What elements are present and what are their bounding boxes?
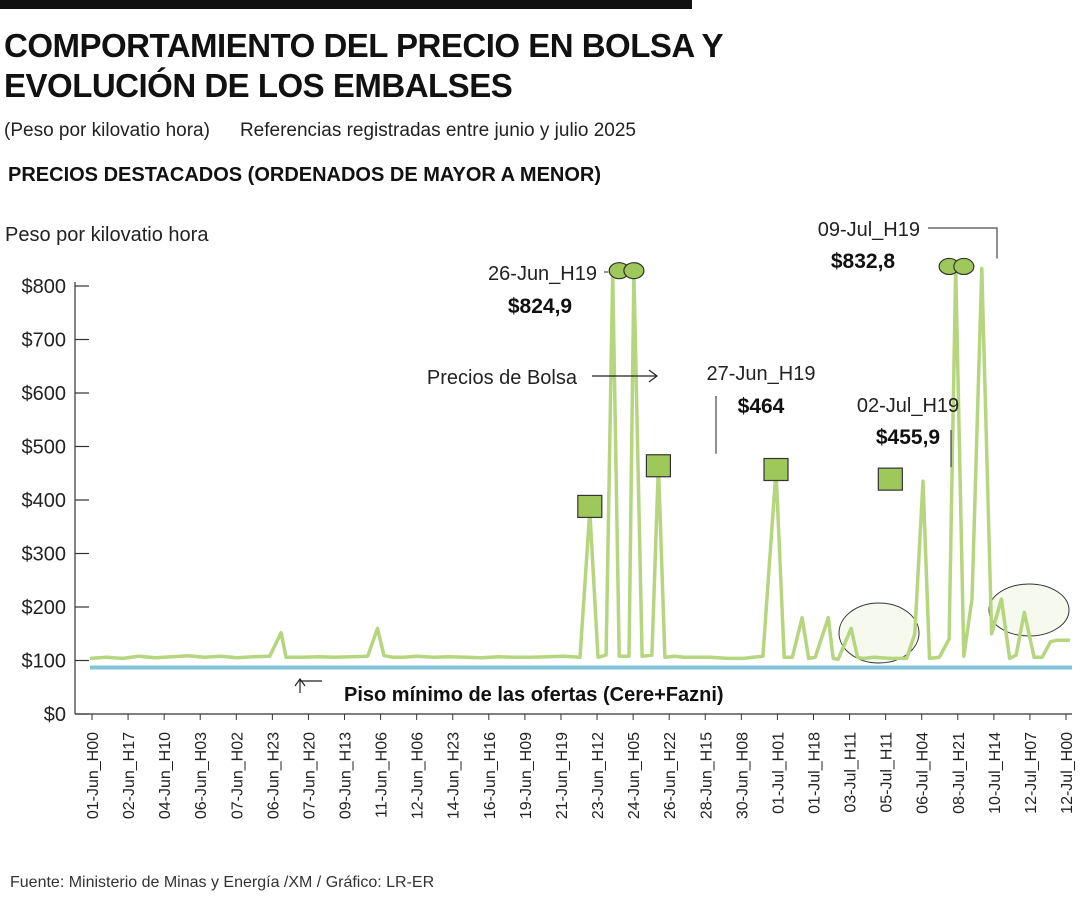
- price-square-marker: [645, 454, 672, 478]
- chart-title: COMPORTAMIENTO DEL PRECIO EN BOLSA Y EVO…: [4, 27, 723, 104]
- y-tick-label: $300: [22, 544, 67, 566]
- annotation-date: 27-Jun_H19: [707, 363, 816, 385]
- x-tick-label: 16-Jun_H16: [482, 732, 499, 819]
- x-tick-label: 26-Jun_H22: [662, 732, 679, 819]
- x-tick-label: 10-Jul_H14: [987, 732, 1004, 814]
- y-axis-label: Peso por kilovatio hora: [5, 224, 209, 246]
- x-tick-label: 03-Jul_H11: [843, 732, 860, 813]
- x-tick-label: 23-Jun_H12: [590, 732, 607, 819]
- top-rule: [0, 0, 692, 9]
- annotation-date: 09-Jul_H19: [818, 219, 920, 241]
- price-square-marker: [763, 457, 789, 482]
- annotation-value: $455,9: [876, 426, 940, 449]
- y-tick-label: $500: [22, 437, 67, 459]
- price-square-marker: [577, 494, 603, 519]
- y-tick-label: $100: [22, 651, 67, 673]
- price-series-line: [89, 266, 1070, 662]
- x-tick-label: 06-Jun_H23: [265, 732, 282, 819]
- floor-label-arrow-head: [294, 677, 306, 687]
- y-tick-label: $700: [22, 330, 67, 352]
- x-tick-label: 05-Jul_H11: [879, 732, 896, 813]
- x-tick-label: 01-Jul_H18: [806, 732, 823, 814]
- section-heading: PRECIOS DESTACADOS (ORDENADOS DE MAYOR A…: [8, 164, 602, 186]
- series-label-arrow-head: [648, 369, 658, 383]
- peak-circle-marker: [953, 257, 975, 276]
- annotation-date: 02-Jul_H19: [857, 395, 959, 417]
- subtitle-reference: Referencias registradas entre junio y ju…: [239, 120, 636, 141]
- x-tick-label: 09-Jun_H13: [338, 732, 355, 819]
- annotation-value: $464: [738, 395, 785, 418]
- y-tick-label: $800: [22, 276, 67, 298]
- series-label: Precios de Bolsa: [427, 367, 578, 389]
- x-tick-label: 06-Jun_H03: [193, 732, 210, 819]
- y-tick-label: $0: [44, 704, 66, 726]
- subtitle: (Peso por kilovatio hora) Referencias reg…: [4, 120, 666, 142]
- x-tick-label: 07-Jun_H02: [229, 732, 246, 819]
- x-tick-label: 24-Jun_H05: [626, 732, 643, 819]
- x-tick-label: 30-Jun_H08: [734, 732, 751, 819]
- y-tick-label: $400: [22, 490, 67, 512]
- x-tick-label: 01-Jun_H00: [85, 732, 102, 819]
- x-tick-label: 11-Jun_H06: [374, 732, 391, 818]
- highlight-ellipse: [838, 602, 920, 664]
- y-tick-label: $200: [22, 597, 67, 619]
- x-tick-label: 21-Jun_H19: [554, 732, 571, 819]
- subtitle-unit: (Peso por kilovatio hora): [4, 120, 210, 141]
- x-tick-label: 07-Jun_H20: [301, 732, 318, 819]
- leader-line: [928, 227, 998, 259]
- floor-label: Piso mínimo de las ofertas (Cere+Fazni): [344, 684, 724, 706]
- x-tick-label: 08-Jul_H21: [951, 732, 968, 814]
- x-tick-label: 28-Jun_H15: [698, 732, 715, 819]
- source-note: Fuente: Ministerio de Minas y Energía /X…: [10, 874, 435, 891]
- x-tick-label: 12-Jul_H07: [1023, 732, 1040, 814]
- x-tick-label: 01-Jul_H01: [770, 732, 787, 814]
- y-tick-label: $600: [22, 383, 67, 405]
- x-tick-label: 04-Jun_H10: [157, 732, 174, 819]
- annotation-date: 26-Jun_H19: [488, 263, 597, 285]
- floor-label-arrow: [299, 680, 322, 693]
- x-tick-label: 19-Jun_H09: [518, 732, 535, 819]
- x-tick-label: 02-Jun_H17: [121, 732, 138, 819]
- x-tick-label: 06-Jul_H04: [915, 732, 932, 814]
- annotation-value: $824,9: [508, 295, 572, 318]
- x-tick-label: 14-Jun_H23: [446, 732, 463, 819]
- annotation-value: $832,8: [831, 250, 896, 273]
- price-square-marker: [877, 467, 903, 491]
- x-tick-label: 12-Jun_H06: [410, 732, 427, 819]
- x-tick-label: 12-Jul_H00: [1059, 732, 1076, 814]
- peak-circle-marker: [623, 262, 645, 280]
